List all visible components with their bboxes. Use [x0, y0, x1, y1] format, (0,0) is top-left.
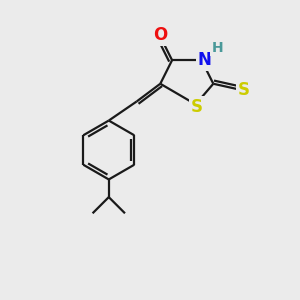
Text: O: O	[153, 26, 167, 44]
Text: N: N	[197, 51, 212, 69]
Text: S: S	[191, 98, 203, 116]
Text: H: H	[212, 41, 224, 55]
Text: S: S	[238, 81, 250, 99]
